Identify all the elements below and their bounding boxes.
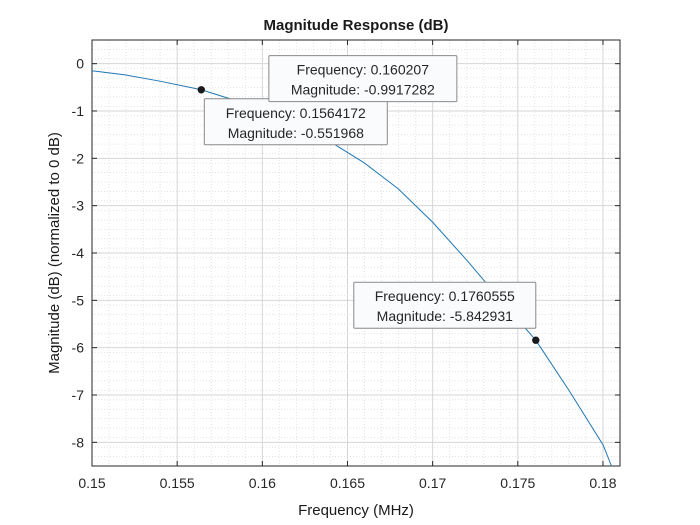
x-tick-label: 0.175	[500, 475, 535, 491]
y-tick-label: -1	[72, 103, 85, 119]
x-tick-label: 0.17	[419, 475, 446, 491]
datatip: Frequency: 0.1760555 Magnitude: -5.842931	[353, 281, 537, 329]
datatip-box	[353, 281, 537, 329]
datatip-magnitude: Magnitude: -0.551968	[228, 125, 364, 141]
y-tick-label: -4	[72, 245, 85, 261]
datatip-frequency: Frequency: 0.160207	[297, 62, 430, 78]
datatip-marker	[197, 86, 205, 94]
x-tick-label: 0.165	[330, 475, 365, 491]
x-tick-label: 0.18	[589, 475, 616, 491]
y-tick-label: -5	[72, 292, 85, 308]
x-tick-label: 0.15	[78, 475, 105, 491]
y-tick-label: 0	[76, 56, 84, 72]
y-tick-label: -7	[72, 387, 85, 403]
datatip-magnitude: Magnitude: -0.9917282	[291, 82, 435, 98]
datatip-frequency: Frequency: 0.1760555	[375, 288, 515, 304]
datatip: Frequency: 0.160207 Magnitude: -0.9917282	[268, 55, 458, 103]
y-tick-label: -6	[72, 340, 85, 356]
plot-area: Frequency: 0.1564172 Magnitude: -0.551968…	[91, 39, 621, 467]
y-tick-label: -2	[72, 150, 85, 166]
datatip-frequency: Frequency: 0.1564172	[226, 105, 366, 121]
x-tick-label: 0.16	[249, 475, 276, 491]
x-tick-label: 0.155	[160, 475, 195, 491]
datatip: Frequency: 0.1564172 Magnitude: -0.551968	[203, 98, 388, 146]
y-tick-labels: 0 -1 -2 -3 -4 -5 -6 -7 -8	[72, 56, 85, 451]
x-axis-label: Frequency (MHz)	[298, 502, 414, 519]
datatip-magnitude: Magnitude: -5.842931	[377, 308, 513, 324]
y-tick-label: -3	[72, 198, 85, 214]
datatip-box	[268, 55, 458, 103]
datatips: Frequency: 0.1564172 Magnitude: -0.551968…	[203, 55, 537, 329]
chart-title: Magnitude Response (dB)	[263, 17, 448, 34]
y-tick-label: -8	[72, 434, 85, 450]
x-tick-labels: 0.15 0.155 0.16 0.165 0.17 0.175 0.18	[78, 475, 616, 491]
datatip-marker	[532, 336, 540, 344]
axis-ticks	[91, 40, 620, 466]
magnitude-series-line	[92, 70, 612, 466]
y-axis-label: Magnitude (dB) (normalized to 0 dB)	[46, 132, 63, 374]
